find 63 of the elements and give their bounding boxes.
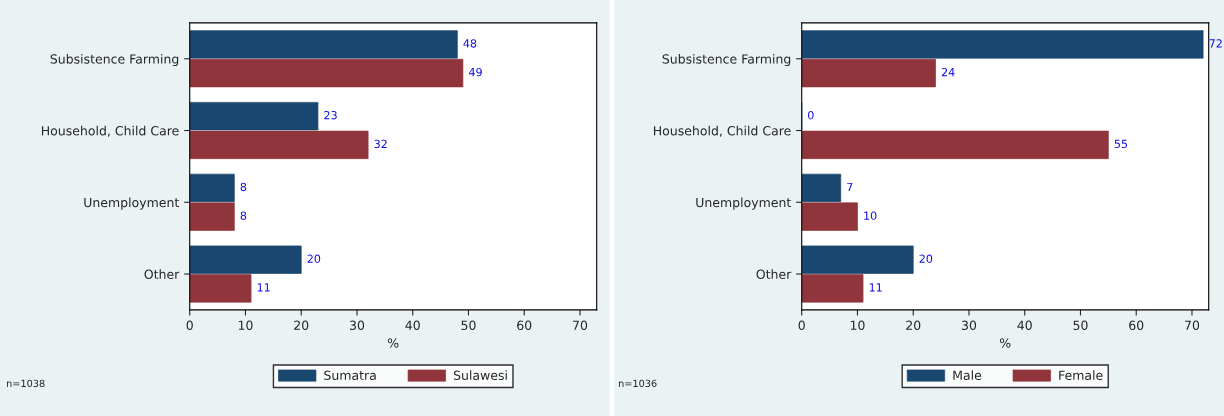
y-tick-label: Subsistence Farming (662, 54, 791, 67)
data-label: 24 (941, 67, 955, 77)
x-tick-label: 20 (294, 320, 309, 331)
data-label: 10 (864, 211, 877, 220)
bar (189, 130, 369, 159)
data-label: 48 (463, 39, 477, 48)
legend-label: Sumatra (324, 370, 376, 381)
y-tick-label: Other (144, 269, 180, 279)
bar (801, 58, 936, 88)
data-label: 11 (869, 283, 882, 292)
y-tick-label: Other (756, 269, 792, 279)
y-tick-label: Household, Child Care (41, 125, 179, 137)
x-tick-label: 10 (850, 320, 865, 331)
data-label: 11 (257, 283, 270, 292)
x-tick-label: 20 (906, 320, 921, 331)
data-label: 23 (324, 110, 337, 120)
bar (189, 245, 302, 274)
data-label: 20 (307, 254, 321, 263)
x-tick-label: 0 (186, 320, 193, 331)
data-label: 0 (808, 110, 814, 120)
data-label: 55 (1114, 139, 1128, 149)
bar (801, 173, 842, 203)
x-tick-label: 0 (798, 320, 805, 331)
x-tick-label: 30 (961, 320, 977, 331)
bar (189, 173, 235, 203)
text: n=1036 (619, 379, 657, 388)
y-tick-label: Unemployment (696, 197, 791, 210)
bar (189, 274, 252, 303)
x-tick-label: 40 (405, 320, 420, 331)
legend-label: Sulawesi (453, 370, 507, 381)
y-tick-label: Unemployment (84, 197, 179, 210)
data-label: 8 (240, 182, 247, 192)
bar (801, 274, 864, 303)
x-axis-title: % (387, 338, 399, 348)
x-tick-label: 10 (238, 320, 253, 331)
data-label: 20 (919, 254, 933, 263)
y-tick-label: Subsistence Farming (50, 54, 179, 67)
bar (189, 202, 235, 231)
bar (189, 30, 458, 59)
x-axis-title: % (999, 338, 1011, 348)
data-label: 72 (1209, 39, 1222, 48)
data-label: 32 (374, 139, 387, 149)
x-tick-label: 50 (461, 320, 476, 331)
data-label: 8 (240, 211, 247, 220)
bar (801, 245, 914, 274)
data-label: 7 (847, 182, 853, 191)
bar (801, 30, 1204, 59)
x-tick-label: 30 (349, 320, 365, 331)
bar (801, 130, 1109, 159)
bar (801, 202, 858, 231)
x-tick-label: 50 (1073, 320, 1088, 331)
x-tick-label: 60 (1129, 320, 1144, 331)
bar (189, 58, 464, 88)
y-tick-label: Household, Child Care (653, 125, 791, 137)
x-tick-label: 70 (573, 320, 588, 331)
x-tick-label: 40 (1017, 320, 1032, 331)
x-tick-label: 60 (517, 320, 532, 331)
legend-label: Male (953, 370, 982, 381)
legend-label: Female (1059, 370, 1103, 381)
bar (189, 102, 319, 131)
text: n=1038 (7, 379, 45, 388)
data-label: 49 (469, 67, 482, 77)
x-tick-label: 70 (1185, 320, 1200, 331)
